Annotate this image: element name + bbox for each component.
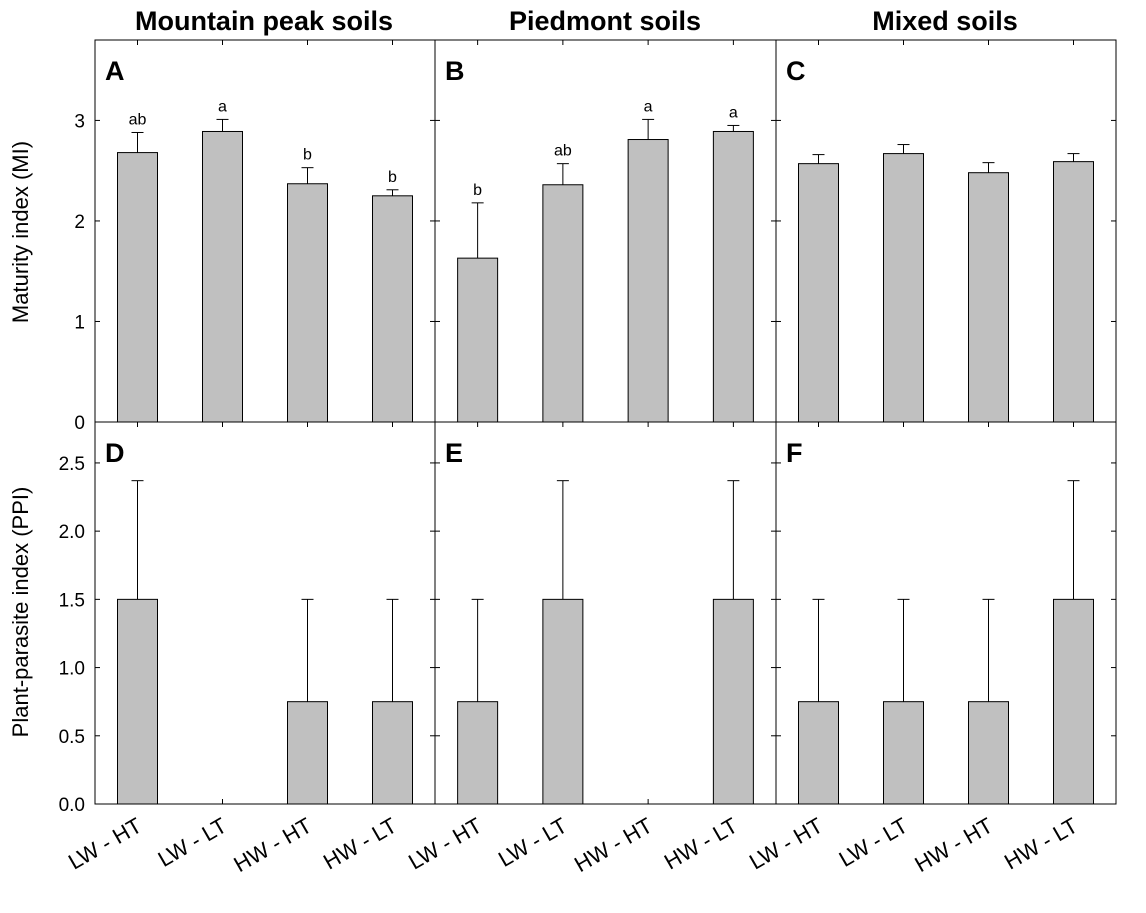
bar: [968, 701, 1009, 805]
bar: [712, 598, 754, 805]
bar: [883, 153, 924, 423]
bar: [117, 152, 158, 423]
panel-b: Bb ab a a: [434, 39, 777, 423]
xtick-label-d: HW - HT: [229, 813, 316, 877]
bar: [457, 701, 499, 805]
ytick-label-a: 2: [74, 212, 85, 233]
xtick-label-e: LW - HT: [404, 813, 486, 875]
bar: [627, 139, 669, 423]
panel-c: C: [775, 39, 1117, 423]
column-title-mountain: Mountain peak soils: [135, 6, 393, 36]
bar: [798, 163, 839, 423]
bar: [712, 130, 754, 423]
panel-label-e: E: [445, 438, 463, 468]
bar: [287, 183, 328, 423]
significance-letter: b: [303, 147, 312, 164]
xtick-label-e: LW - LT: [494, 813, 571, 872]
significance-letter: a: [218, 98, 227, 115]
ytick-label-d: 2.0: [59, 522, 85, 543]
ytick-label-d: 2.5: [59, 454, 85, 475]
bar: [968, 172, 1009, 423]
significance-letter: a: [729, 104, 738, 121]
panel-f-frame: [775, 421, 1117, 805]
xtick-label-f: LW - HT: [745, 813, 827, 875]
panel-label-a: A: [105, 56, 125, 86]
bar: [372, 701, 413, 805]
bar: [287, 701, 328, 805]
column-title-mixed: Mixed soils: [872, 6, 1018, 36]
xtick-label-e: HW - LT: [660, 813, 742, 875]
xtick-label-d: LW - HT: [64, 813, 146, 875]
significance-letter: ab: [129, 111, 147, 128]
panel-label-f: F: [786, 438, 803, 468]
ytick-label-a: 3: [74, 111, 85, 132]
y-axis-label-ppi: Plant-parasite index (PPI): [8, 487, 33, 738]
xtick-label-e: HW - HT: [570, 813, 657, 877]
xtick-label-d: HW - LT: [319, 813, 401, 875]
ytick-label-a: 1: [74, 312, 85, 333]
ytick-label-d: 0.0: [59, 795, 85, 816]
bar: [372, 195, 413, 423]
ytick-label-d: 1.5: [59, 590, 85, 611]
xtick-label-f: LW - LT: [835, 813, 912, 872]
bar: [1053, 598, 1094, 805]
panel-label-d: D: [105, 438, 125, 468]
xtick-label-f: HW - LT: [1000, 813, 1082, 875]
significance-letter: ab: [554, 143, 572, 160]
xtick-label-d: LW - LT: [154, 813, 231, 872]
y-axis-label-mi: Maturity index (MI): [8, 141, 33, 323]
bar: [202, 130, 243, 423]
panel-label-c: C: [786, 56, 806, 86]
bar: [798, 701, 839, 805]
panel-label-b: B: [445, 56, 465, 86]
bar: [883, 701, 924, 805]
bar: [542, 598, 584, 805]
xtick-label-f: HW - HT: [910, 813, 997, 877]
ytick-label-d: 1.0: [59, 659, 85, 680]
ytick-label-a: 0: [74, 413, 85, 434]
significance-letter: b: [473, 182, 482, 199]
bar: [1053, 161, 1094, 423]
bar: [117, 598, 158, 805]
significance-letter: a: [644, 98, 653, 115]
column-title-piedmont: Piedmont soils: [509, 6, 701, 36]
ytick-label-d: 0.5: [59, 727, 85, 748]
bar: [542, 184, 584, 423]
bar: [457, 257, 499, 423]
significance-letter: b: [388, 169, 397, 186]
